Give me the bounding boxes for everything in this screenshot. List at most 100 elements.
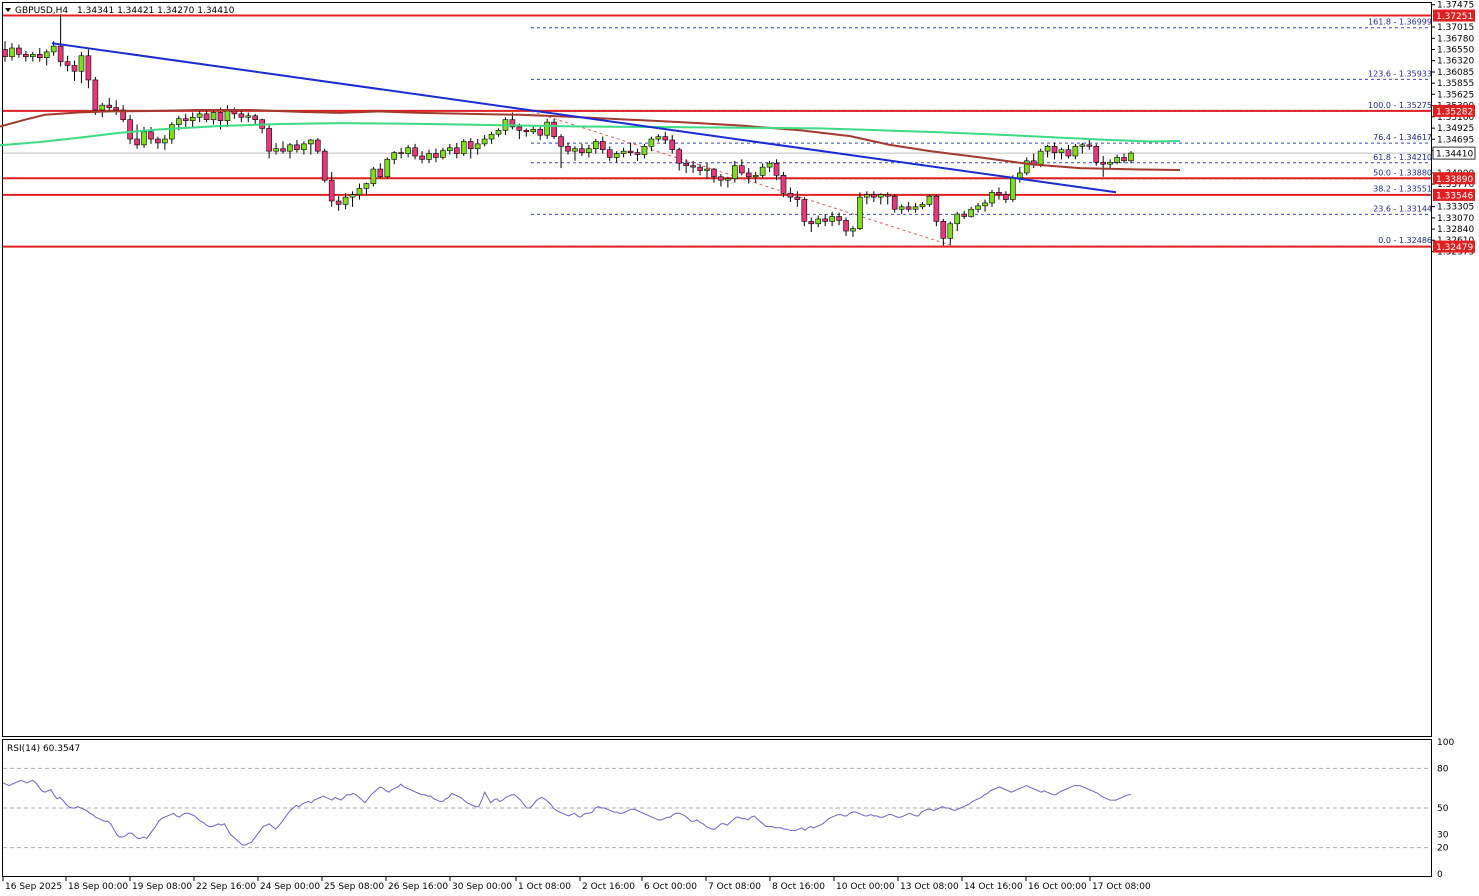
time-axis-label: 25 Sep 08:00 [324, 882, 384, 892]
candlestick [182, 113, 189, 127]
candle-body [725, 178, 731, 181]
candle-body [294, 144, 300, 150]
level-price-tag [1433, 172, 1475, 185]
candlestick [1051, 142, 1058, 160]
candlestick [606, 146, 613, 161]
current-price-tag [1432, 146, 1476, 160]
candle-body [565, 146, 571, 152]
candle-body [877, 194, 884, 198]
candlestick [919, 201, 926, 210]
candlestick [426, 149, 432, 164]
candlestick [954, 211, 961, 232]
candlestick [433, 148, 439, 163]
candle-body [481, 138, 488, 145]
level-price-tag-label: 1.33546 [1436, 191, 1473, 201]
candle-body [815, 218, 822, 225]
candle-body [447, 147, 453, 151]
candle-body [843, 220, 849, 232]
candlestick [599, 136, 606, 154]
candlestick [252, 113, 259, 125]
candle-body [620, 150, 627, 154]
candlestick [196, 109, 203, 123]
fib-swing-line [530, 110, 955, 247]
candlestick [1072, 143, 1079, 160]
time-axis-label: 30 Sep 00:00 [452, 882, 512, 892]
candle-body [488, 133, 495, 140]
candlestick [683, 159, 689, 173]
candlestick [982, 199, 988, 212]
candlestick [474, 139, 481, 155]
candlestick [210, 110, 217, 125]
time-axis-label: 16 Oct 00:00 [1028, 882, 1087, 892]
time-axis: 16 Sep 2025 18 Sep 00:00 19 Sep 08:00 22 Se… [2, 877, 1151, 892]
candlestick [43, 49, 50, 66]
candle-body [759, 166, 766, 176]
candle-body [1051, 146, 1058, 153]
candle-body [1023, 160, 1030, 174]
candlestick [891, 194, 898, 213]
candle-body [551, 121, 557, 137]
candle-body [613, 153, 620, 158]
candlestick [120, 105, 126, 123]
candle-body [648, 138, 655, 147]
candlestick [551, 118, 557, 140]
candlestick [57, 14, 64, 67]
time-axis-label: 13 Oct 08:00 [900, 882, 959, 892]
candlestick [328, 171, 335, 207]
candlestick [78, 51, 85, 84]
candle-body [335, 200, 342, 205]
candlestick [926, 194, 933, 207]
candlestick [961, 210, 967, 219]
candlestick [1058, 147, 1065, 160]
rsi-axis-label: 0 [1437, 870, 1443, 880]
candlestick [718, 173, 724, 187]
price-axis-label: 1.34695 [1437, 135, 1474, 145]
fib-level-label: 0.0 - 1.32486 [1378, 236, 1432, 245]
moving-average-brown [0, 109, 1181, 171]
candle-body [857, 196, 863, 229]
candle-body [224, 110, 231, 121]
candlestick [565, 142, 571, 155]
candle-body [148, 131, 154, 140]
candle-body [718, 176, 724, 181]
candle-body [711, 168, 717, 178]
candlestick [794, 191, 801, 207]
candle-body [106, 104, 113, 108]
candle-body [440, 150, 446, 158]
candle-body [2, 49, 8, 58]
candle-body [801, 199, 808, 222]
candle-body [377, 168, 384, 178]
symbol-dropdown-icon[interactable] [5, 8, 11, 12]
candle-body [1093, 146, 1100, 163]
current-price-tag-label: 1.34410 [1436, 150, 1473, 160]
candlestick [203, 109, 210, 123]
candlestick [1003, 191, 1009, 203]
candle-body [544, 121, 550, 136]
price-axis-label: 1.36320 [1437, 57, 1474, 67]
candlestick [1114, 154, 1120, 165]
candlestick [1093, 143, 1100, 166]
candlestick [940, 218, 947, 246]
candlestick [898, 204, 905, 215]
candlestick [773, 159, 780, 181]
time-axis-label: 14 Oct 16:00 [964, 882, 1023, 892]
candle-body [1114, 157, 1120, 163]
candlestick [134, 124, 140, 149]
candle-body [134, 138, 140, 146]
candle-body [954, 213, 961, 225]
candle-body [189, 116, 196, 121]
candle-body [773, 162, 780, 176]
price-axis-label: 1.36550 [1437, 45, 1474, 55]
time-axis-label: 10 Oct 00:00 [836, 882, 895, 892]
candle-body [120, 109, 126, 120]
candle-body [780, 175, 787, 194]
time-axis-label: 26 Sep 16:00 [388, 882, 448, 892]
rsi-axis-label: 20 [1437, 844, 1449, 854]
candle-body [433, 153, 439, 158]
candlestick [738, 159, 745, 176]
price-axis-label: 1.37015 [1437, 23, 1474, 33]
candlestick [342, 193, 349, 210]
candle-body [252, 115, 259, 120]
candlestick [9, 43, 15, 61]
